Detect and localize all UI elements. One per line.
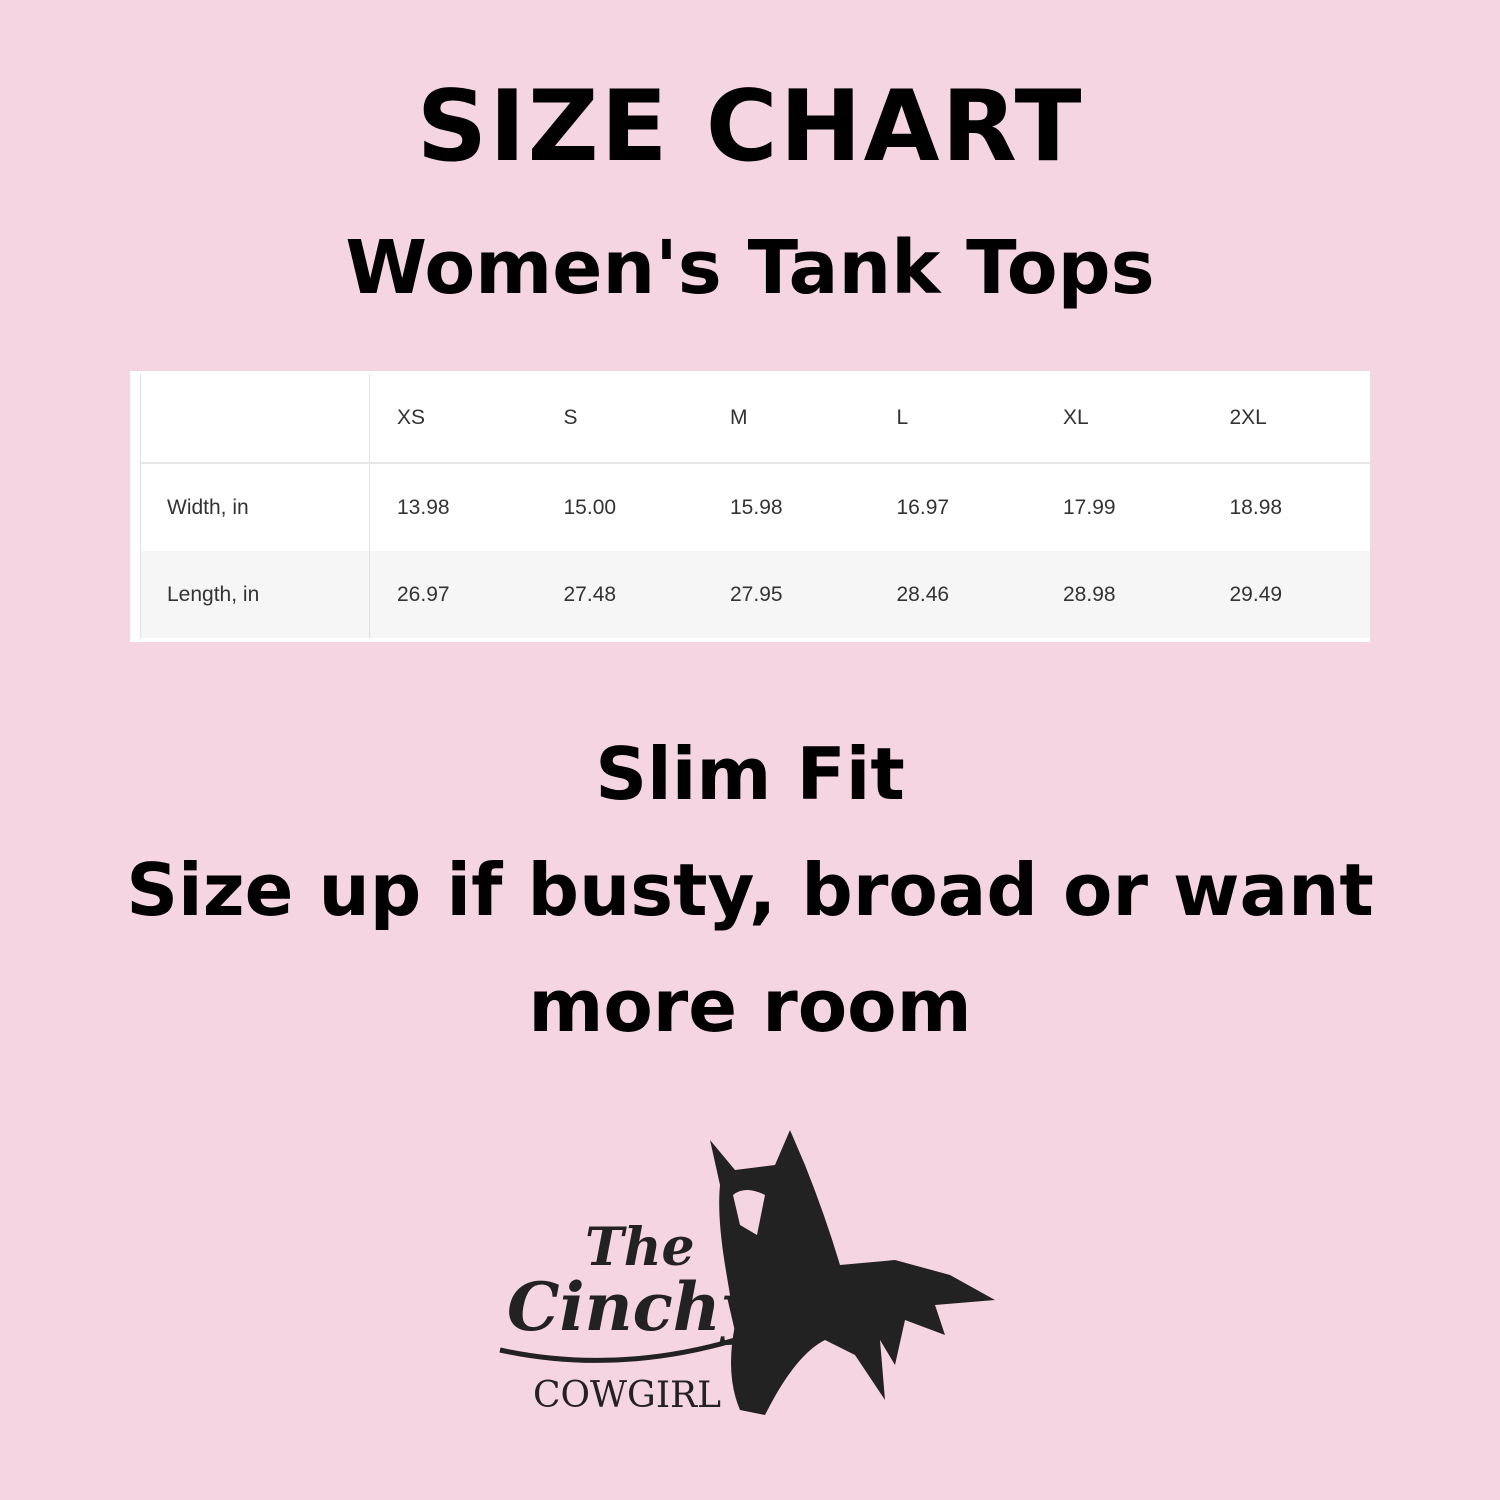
table-cell: 28.98 — [1063, 582, 1116, 606]
table-cell: 18.98 — [1229, 495, 1283, 519]
row-label: Width, in — [141, 464, 370, 551]
column-header: XS — [397, 406, 426, 429]
logo-text-cinchy: Cinchy — [507, 1268, 764, 1346]
fit-advice: Size up if busty, broad or want more roo… — [126, 848, 1374, 1048]
row-label: Length, in — [141, 551, 370, 638]
fit-type: Slim Fit — [595, 732, 905, 816]
fit-note: Slim Fit Size up if busty, broad or want… — [0, 716, 1500, 1064]
size-table: XS S M L XL 2XL Width, in 13.98 15.00 15… — [130, 371, 1370, 642]
logo-text-the: The — [585, 1217, 695, 1278]
page-title: SIZE CHART — [416, 70, 1084, 184]
table-cell: 16.97 — [896, 495, 950, 519]
table-cell: 28.46 — [896, 582, 950, 606]
table-cell: 13.98 — [397, 495, 450, 519]
logo-text-cowgirl: COWGIRL — [533, 1375, 721, 1416]
table-cell: 17.99 — [1063, 495, 1116, 519]
header-empty-cell — [141, 374, 370, 462]
column-header: M — [730, 406, 748, 429]
table-cell: 26.97 — [397, 582, 450, 606]
table-cell: 15.00 — [563, 495, 617, 519]
table-cell: 27.48 — [563, 582, 617, 606]
column-header: S — [563, 406, 578, 429]
table-cell: 15.98 — [730, 495, 783, 519]
column-header: L — [896, 406, 909, 429]
column-header: 2XL — [1229, 406, 1267, 429]
page-subtitle: Women's Tank Tops — [345, 225, 1155, 311]
brand-logo: The Cinchy COWGIRL — [495, 1125, 1005, 1425]
table-cell: 27.95 — [730, 582, 783, 606]
table-row: Length, in 26.97 27.48 27.95 28.46 28.98… — [141, 551, 1370, 638]
table-cell: 29.49 — [1229, 582, 1283, 606]
table-row: Width, in 13.98 15.00 15.98 16.97 17.99 … — [141, 464, 1370, 551]
horse-head-icon: The Cinchy COWGIRL — [499, 1130, 995, 1416]
table-header-row: XS S M L XL 2XL — [141, 374, 1370, 464]
column-header: XL — [1063, 406, 1089, 429]
